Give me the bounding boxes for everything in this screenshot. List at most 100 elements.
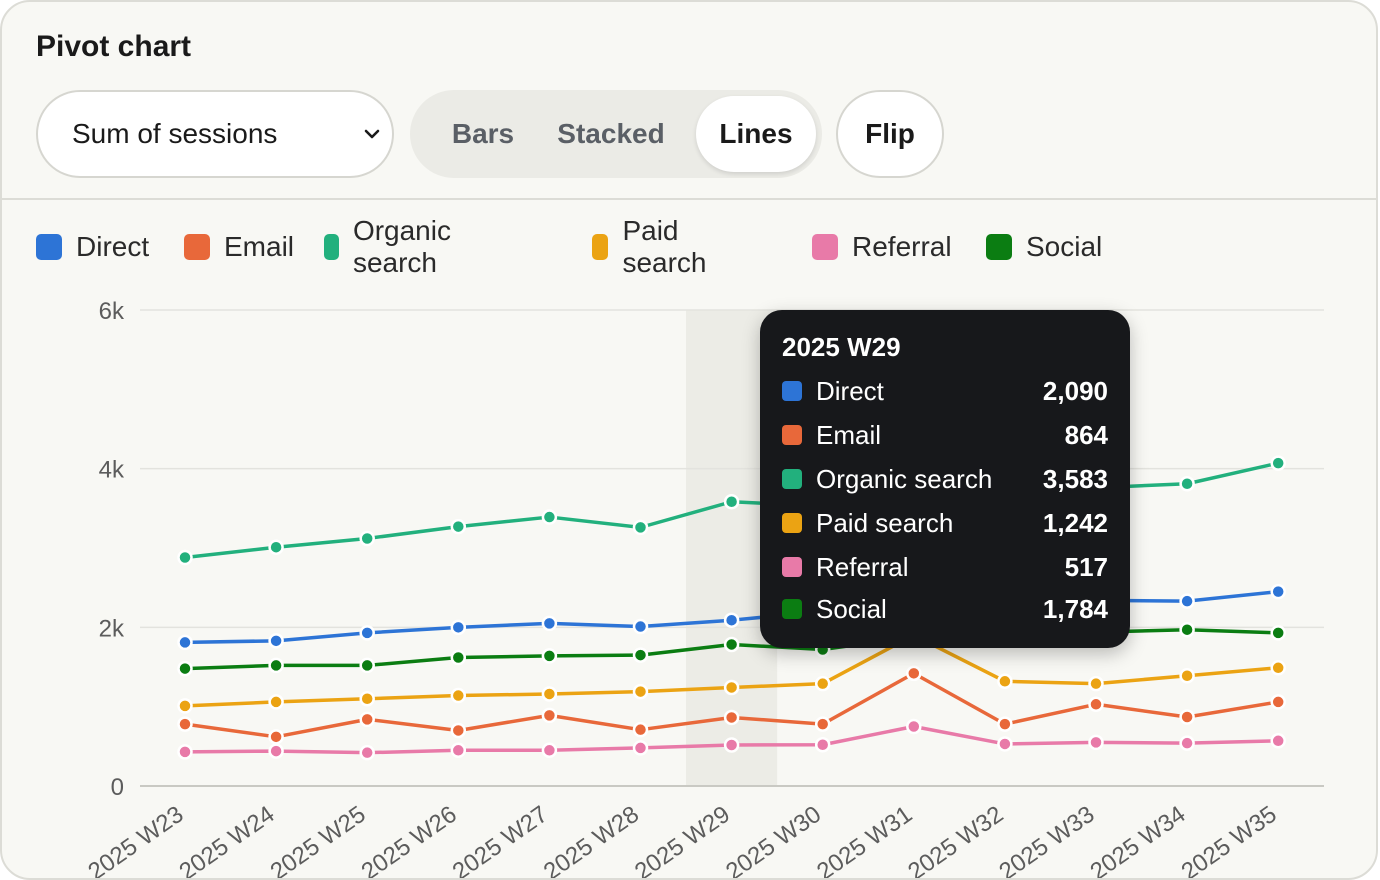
data-point xyxy=(450,722,467,739)
data-point xyxy=(177,634,193,651)
flip-button[interactable]: Flip xyxy=(836,90,944,178)
data-point xyxy=(450,619,467,636)
tooltip-label: Direct xyxy=(816,375,884,406)
data-point xyxy=(268,657,284,674)
tooltip-label: Paid search xyxy=(816,507,954,538)
data-point xyxy=(268,694,284,710)
chart-type-bars-button[interactable]: Bars xyxy=(451,118,515,149)
tooltip-row: Email 864 xyxy=(782,418,1108,452)
data-point xyxy=(359,744,375,761)
data-point xyxy=(359,657,375,674)
data-point xyxy=(268,633,284,649)
data-point xyxy=(1088,675,1104,692)
data-point xyxy=(450,518,467,535)
data-point xyxy=(1270,694,1286,710)
data-point xyxy=(541,707,558,724)
data-point xyxy=(632,683,649,700)
data-point xyxy=(268,743,284,759)
data-point xyxy=(359,625,375,641)
legend-label: Direct xyxy=(76,231,150,262)
x-tick-label: 2025 W29 xyxy=(630,801,735,880)
data-point xyxy=(723,636,740,653)
data-point xyxy=(723,493,740,510)
legend-item-social[interactable]: Social xyxy=(986,228,1102,266)
data-point xyxy=(1088,734,1104,751)
legend-swatch xyxy=(812,234,838,260)
data-point xyxy=(1270,625,1286,641)
data-point xyxy=(1270,660,1286,676)
data-point xyxy=(177,660,193,677)
legend-label: Paid search xyxy=(622,215,707,278)
data-point xyxy=(359,530,375,547)
data-point xyxy=(906,665,922,682)
tooltip-row: Referral 517 xyxy=(782,550,1108,584)
tooltip-value: 3,583 xyxy=(1042,463,1108,494)
chart-type-lines-button[interactable]: Lines xyxy=(696,96,816,172)
data-point xyxy=(632,721,649,738)
data-point xyxy=(997,736,1013,752)
data-point xyxy=(268,729,284,745)
legend-item-email[interactable]: Email xyxy=(184,228,294,266)
tooltip-label: Social xyxy=(816,593,887,624)
data-point xyxy=(1179,475,1195,492)
tooltip-swatch xyxy=(782,469,802,489)
tooltip-value: 517 xyxy=(1064,551,1108,582)
tooltip-swatch xyxy=(782,599,802,619)
card-title: Pivot chart xyxy=(36,30,192,63)
legend-item-organic-search[interactable]: Organic search xyxy=(324,215,462,278)
data-point xyxy=(541,648,558,664)
tooltip-swatch xyxy=(782,557,802,577)
legend-label: Email xyxy=(224,231,295,262)
y-tick-label: 6k xyxy=(99,298,125,325)
legend-swatch xyxy=(36,234,62,260)
data-point xyxy=(177,744,193,760)
tooltip-value: 2,090 xyxy=(1042,375,1108,406)
tooltip-row: Social 1,784 xyxy=(782,592,1108,626)
y-tick-label: 4k xyxy=(99,457,125,484)
data-point xyxy=(906,718,922,735)
tooltip-row: Paid search 1,242 xyxy=(782,506,1108,540)
data-point xyxy=(359,690,375,707)
x-tick-label: 2025 W32 xyxy=(903,801,1008,880)
chart-type-stacked-button[interactable]: Stacked xyxy=(557,118,665,149)
x-tick-label: 2025 W26 xyxy=(357,801,462,880)
data-point xyxy=(632,519,649,536)
tooltip-label: Email xyxy=(816,419,882,450)
data-point xyxy=(814,675,831,692)
legend-item-direct[interactable]: Direct xyxy=(36,228,149,266)
tooltip-row: Organic search 3,583 xyxy=(782,462,1108,496)
data-point xyxy=(177,716,193,732)
x-tick-label: 2025 W25 xyxy=(266,801,371,880)
legend-label: Social xyxy=(1026,231,1103,262)
data-point xyxy=(450,687,467,704)
data-point xyxy=(359,711,375,728)
legend-item-paid-search[interactable]: Paid search xyxy=(592,215,716,278)
chart-tooltip: 2025 W29 Direct 2,090 Email 864 Organic … xyxy=(760,310,1130,648)
data-point xyxy=(541,686,558,702)
legend-swatch xyxy=(986,234,1012,260)
data-point xyxy=(814,736,831,753)
data-point xyxy=(541,509,558,525)
tooltip-label: Organic search xyxy=(816,463,993,494)
tooltip-swatch xyxy=(782,381,802,401)
tooltip-swatch xyxy=(782,425,802,445)
data-point xyxy=(541,615,558,632)
x-tick-label: 2025 W31 xyxy=(812,801,917,880)
data-point xyxy=(177,549,193,566)
measure-select-value: Sum of sessions xyxy=(72,118,278,149)
x-tick-label: 2025 W23 xyxy=(83,801,188,880)
data-point xyxy=(450,742,467,759)
data-point xyxy=(541,742,558,759)
data-point xyxy=(814,716,831,732)
data-point xyxy=(177,698,193,714)
measure-select[interactable]: Sum of sessions xyxy=(36,90,394,178)
chevron-down-icon xyxy=(364,129,380,139)
legend-swatch xyxy=(324,234,339,260)
tooltip-value: 1,784 xyxy=(1042,593,1108,624)
legend-item-referral[interactable]: Referral xyxy=(812,228,952,266)
data-point xyxy=(632,647,649,663)
tooltip-value: 1,242 xyxy=(1042,507,1108,538)
data-point xyxy=(268,539,284,555)
